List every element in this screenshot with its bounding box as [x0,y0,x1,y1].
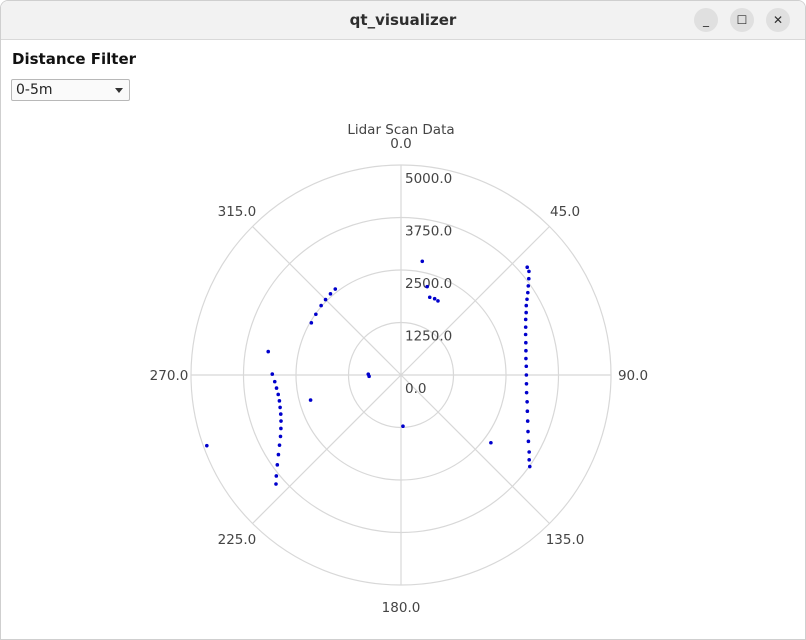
radial-tick-label: 3750.0 [405,224,452,240]
chevron-down-icon [115,88,123,93]
scan-point [278,405,282,410]
scan-point [524,340,528,345]
radial-tick-label: 5000.0 [405,171,452,187]
close-button[interactable]: ✕ [766,8,790,32]
scan-point [526,290,530,295]
scan-point [420,259,425,264]
angle-tick-label: 180.0 [382,600,421,616]
polar-grid [190,164,612,586]
scan-point [277,399,282,403]
axis-labels: 0.0 45.0 90.0 135.0 180.0 225.0 270.0 315.0 0.0 1… [150,136,648,616]
scan-point [525,400,529,404]
grid-spoke [400,374,550,524]
title-bar[interactable]: qt_visualizer _ ☐ ✕ [1,1,805,40]
angle-tick-label: 270.0 [150,368,189,384]
scan-point [524,390,529,395]
scan-point [432,296,437,301]
scan-point [523,325,528,329]
scan-point [524,364,529,369]
scan-point [525,419,530,423]
angle-tick-label: 315.0 [218,204,257,220]
scan-point [527,450,531,454]
scan-point [205,443,209,448]
radial-tick-label: 2500.0 [405,276,452,292]
grid-spoke [252,374,402,524]
window-title: qt_visualizer [349,11,457,29]
scan-point [314,312,318,317]
scan-point [527,458,531,462]
scan-point [524,303,529,308]
scan-point [524,373,529,377]
scan-point [277,443,282,447]
scan-point [274,474,279,478]
angle-tick-label: 0.0 [390,136,411,152]
scan-point [524,356,528,361]
radial-tick-label: 1250.0 [405,329,452,345]
scan-point [526,439,531,444]
chart-title: Lidar Scan Data [347,122,454,138]
distance-filter-value: 0-5m [16,82,53,98]
angle-tick-label: 225.0 [218,532,257,548]
distance-filter-label: Distance Filter [12,50,137,68]
scan-point [427,295,432,300]
scan-point [276,392,281,397]
scan-points [205,259,532,486]
grid-spoke [400,226,550,376]
scan-point [274,386,279,390]
scan-point [309,321,314,325]
scan-point [272,379,277,384]
scan-point [523,332,528,337]
scan-point [308,398,313,402]
scan-point [527,464,532,469]
scan-point [276,452,281,457]
scan-point [278,434,283,439]
scan-point [527,269,531,274]
scan-point [525,265,530,270]
scan-point [526,429,530,434]
maximize-button[interactable]: ☐ [730,8,754,32]
scan-point [333,287,338,291]
scan-point [401,424,405,429]
scan-point [526,284,531,288]
scan-point [278,412,283,416]
scan-point [266,349,271,354]
scan-point [525,409,530,414]
scan-point [279,419,283,423]
scan-point [275,463,280,467]
scan-point [366,372,371,376]
scan-point [525,297,529,302]
distance-filter-dropdown[interactable]: 0-5m [11,79,130,101]
scan-point [524,348,528,353]
scan-point [328,292,333,296]
scan-point [524,381,529,386]
scan-point [523,317,528,322]
scan-point [270,372,275,376]
scan-point [425,284,429,289]
main-content: Distance Filter 0-5m [1,40,805,639]
angle-tick-label: 90.0 [618,368,648,384]
radial-tick-label: 0.0 [405,381,426,397]
scan-point [323,297,328,302]
scan-point [279,426,283,431]
angle-tick-label: 45.0 [550,204,580,220]
scan-point [274,482,278,486]
scan-point [489,440,493,445]
scan-point [526,276,531,281]
scan-point [319,303,323,308]
minimize-button[interactable]: _ [694,8,718,32]
angle-tick-label: 135.0 [546,532,585,548]
scan-point [436,299,440,303]
scan-point [524,310,528,315]
